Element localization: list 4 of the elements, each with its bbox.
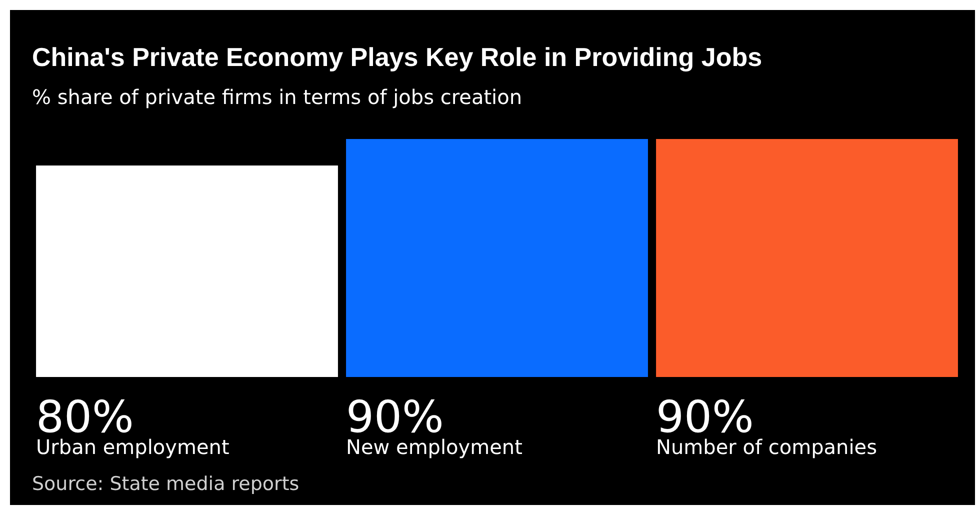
chart-title: China's Private Economy Plays Key Role in Providing Jobs xyxy=(32,42,762,73)
source-note: Source: State media reports xyxy=(32,473,300,495)
chart-subtitle: % share of private firms in terms of jobs creation xyxy=(32,85,522,109)
x-tick-label: New employment xyxy=(346,435,523,459)
